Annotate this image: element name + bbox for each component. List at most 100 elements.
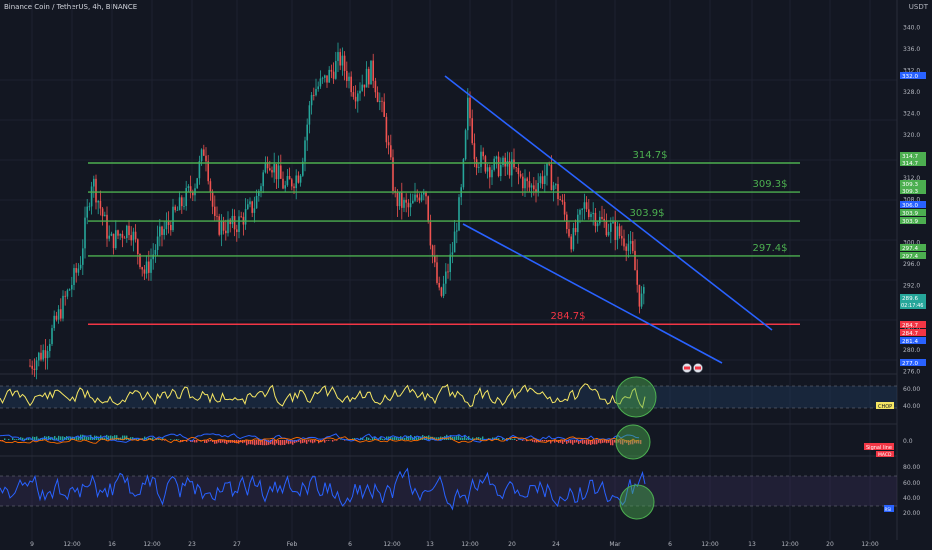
macd-bar xyxy=(250,440,252,445)
candle-body xyxy=(462,159,465,188)
macd-bar xyxy=(590,440,592,446)
macd-bar xyxy=(608,440,610,443)
macd-bar xyxy=(122,435,124,440)
macd-bar xyxy=(146,438,148,440)
candle-body xyxy=(119,234,121,236)
price-badge xyxy=(900,252,926,259)
macd-bar xyxy=(354,438,356,440)
candle-body xyxy=(319,78,322,87)
macd-bar xyxy=(584,440,586,444)
macd-bar xyxy=(46,436,48,440)
macd-bar xyxy=(216,440,218,444)
candle-body xyxy=(486,167,489,172)
macd-bar xyxy=(600,440,602,444)
candle-body xyxy=(299,175,302,183)
macd-bar xyxy=(74,437,76,440)
candle-body xyxy=(31,365,33,369)
macd-bar xyxy=(368,437,370,440)
candle-body xyxy=(524,178,526,189)
macd-bar xyxy=(466,438,468,440)
price-badge-text: 281.4 xyxy=(902,339,918,345)
macd-bar xyxy=(404,437,406,440)
candle-body xyxy=(414,194,416,201)
price-badge xyxy=(900,359,926,366)
candle-body xyxy=(491,169,493,178)
macd-bar xyxy=(604,440,606,443)
macd-bar xyxy=(76,436,78,440)
macd-bar xyxy=(626,440,628,444)
candle-body xyxy=(101,208,104,217)
candle-body xyxy=(108,235,110,239)
price-tick-label: 320.0 xyxy=(903,132,920,139)
macd-bar xyxy=(496,437,498,440)
candle-body xyxy=(447,271,449,273)
candle-body xyxy=(612,221,614,224)
candle-body xyxy=(493,158,495,170)
candle-body xyxy=(154,249,157,255)
macd-bar xyxy=(640,440,642,445)
macd-bar xyxy=(116,435,118,440)
macd-bar xyxy=(142,438,144,440)
candle-body xyxy=(185,188,187,207)
channel-lower xyxy=(462,223,723,364)
macd-bar xyxy=(610,440,612,446)
macd-bar xyxy=(244,440,246,443)
rsi-band xyxy=(0,476,897,506)
candle-body xyxy=(306,124,308,141)
macd-bar xyxy=(258,440,260,445)
macd-bar xyxy=(458,435,460,440)
macd-bar xyxy=(546,440,548,442)
macd-bar xyxy=(456,436,458,440)
candle-body xyxy=(60,309,62,319)
price-badge-text: 289.6 xyxy=(902,296,918,302)
candle-body xyxy=(295,175,297,189)
macd-bar xyxy=(80,434,82,440)
candle-body xyxy=(451,252,454,255)
macd-bar xyxy=(326,440,328,441)
macd-bar xyxy=(282,440,284,445)
macd-bar xyxy=(512,439,514,440)
macd-bar xyxy=(88,436,90,440)
macd-bar xyxy=(222,440,224,443)
macd-bar xyxy=(24,438,26,440)
candle-body xyxy=(148,261,150,273)
macd-bar xyxy=(598,440,600,443)
candle-body xyxy=(614,221,616,240)
macd-bar xyxy=(36,436,38,440)
candle-body xyxy=(64,295,66,297)
macd-bar xyxy=(284,440,286,446)
candle-body xyxy=(522,176,524,189)
candle-body xyxy=(302,161,304,176)
price-tick-label: 312.0 xyxy=(903,175,920,182)
indicator-tick-label: 20.00 xyxy=(903,510,920,517)
candle-body xyxy=(495,156,498,159)
candle-body xyxy=(247,204,249,210)
event-flag-icon xyxy=(695,366,701,370)
candle-body xyxy=(596,223,599,227)
macd-bar xyxy=(576,440,578,443)
candle-body xyxy=(183,206,185,207)
macd-bar xyxy=(280,440,282,446)
candle-body xyxy=(359,90,361,94)
candle-body xyxy=(42,350,44,360)
macd-bar xyxy=(290,440,292,444)
candle-body xyxy=(321,77,324,79)
time-tick-label: 12:00 xyxy=(461,541,478,548)
candle-body xyxy=(361,84,363,91)
candle-body xyxy=(128,225,130,236)
macd-bar xyxy=(58,435,60,440)
candle-body xyxy=(469,97,471,119)
candle-body xyxy=(207,161,209,182)
macd-bar xyxy=(178,439,180,440)
macd-bar xyxy=(288,440,290,445)
candle-body xyxy=(330,69,333,72)
macd-bar xyxy=(262,440,264,446)
candle-body xyxy=(214,206,216,216)
macd-bar xyxy=(636,440,638,444)
macd-bar xyxy=(266,440,268,446)
macd-bar xyxy=(274,440,276,446)
channel-upper xyxy=(444,75,773,331)
price-tick-label: 300.0 xyxy=(903,240,920,247)
macd-bar xyxy=(170,439,172,440)
